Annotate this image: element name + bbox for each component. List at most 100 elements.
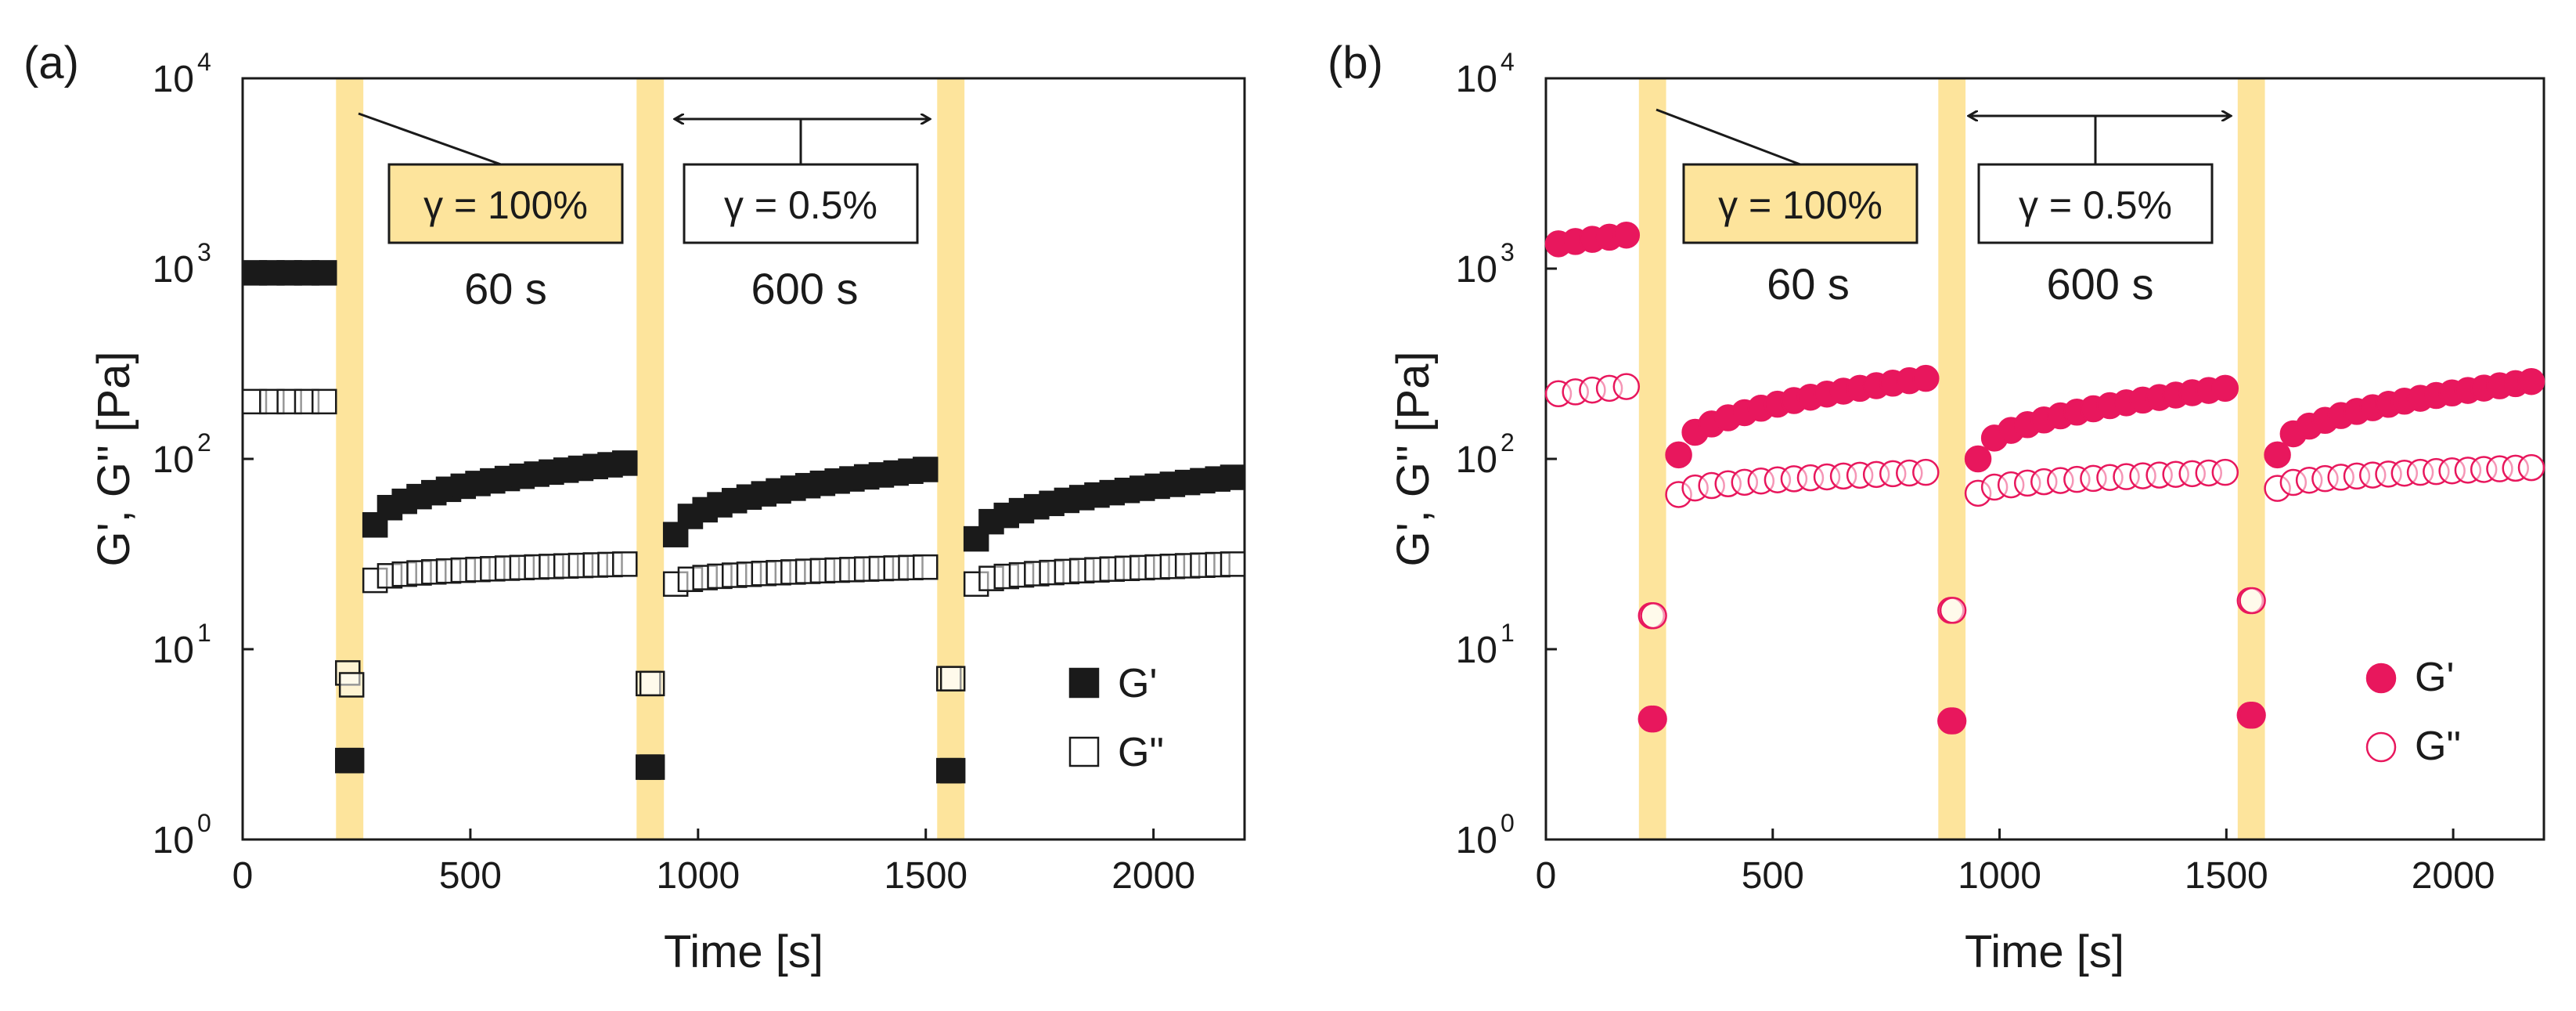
y-tick-exponent: 4 (197, 48, 211, 76)
annotation-box-low-strain (683, 163, 919, 244)
x-axis-label: Time [s] (664, 926, 823, 977)
data-point-g-prime (1220, 464, 1246, 490)
data-point-g-prime (1939, 707, 1967, 735)
annotation-low-strain: γ = 0.5% (2019, 183, 2172, 227)
panel-label: (a) (23, 38, 79, 88)
y-tick-exponent: 3 (1501, 238, 1515, 266)
data-point-g-prime (1612, 221, 1641, 249)
legend: G' G" (1068, 661, 1164, 775)
x-tick-label: 0 (232, 855, 254, 897)
data-points (241, 260, 1246, 784)
y-tick-exponent: 0 (1501, 809, 1515, 837)
data-point-g-prime (338, 747, 365, 774)
data-point-g-prime (963, 525, 989, 552)
x-axis-label: Time [s] (1965, 926, 2124, 977)
highlight-band (336, 78, 364, 839)
y-tick-label: 10 (1456, 439, 1497, 481)
data-point-g-double-prime (1939, 597, 1967, 624)
data-point-g-double-prime (2517, 453, 2545, 482)
data-point-g-double-prime (913, 554, 939, 580)
y-tick-label: 10 (1456, 820, 1497, 861)
data-point-g-double-prime (1912, 458, 1940, 486)
legend-symbol (1068, 667, 1100, 699)
annotation-low-strain: γ = 0.5% (724, 183, 877, 227)
data-point-g-prime (362, 512, 388, 538)
legend-symbol (2365, 731, 2397, 763)
data-point-g-double-prime (312, 388, 337, 415)
y-tick-label: 10 (153, 439, 194, 481)
highlight-band (937, 78, 965, 839)
annotation-high-duration: 60 s (464, 264, 547, 313)
annotation-low-duration: 600 s (751, 264, 859, 313)
data-point-g-prime (312, 260, 337, 286)
x-tick-label: 500 (439, 855, 502, 897)
y-axis-label: G', G'' [Pa] (88, 352, 139, 567)
data-point-g-prime (1912, 364, 1940, 392)
annotation-low-duration: 600 s (2047, 259, 2154, 309)
y-tick-label: 10 (1456, 249, 1497, 291)
legend-label-g-prime: G' (1118, 661, 1157, 706)
annotation-box-low-strain (1977, 163, 2214, 244)
legend-symbol (1068, 736, 1100, 767)
x-tick-label: 1500 (2185, 855, 2268, 897)
data-point-g-double-prime (2239, 587, 2266, 615)
y-tick-label: 10 (1456, 630, 1497, 671)
data-point-g-prime (2264, 441, 2291, 469)
y-tick-exponent: 2 (197, 428, 211, 457)
data-point-g-prime (376, 494, 403, 521)
data-point-g-prime (612, 450, 638, 476)
data-point-g-prime (1665, 441, 1692, 469)
annotation-box-high-strain (387, 163, 624, 244)
data-point-g-double-prime (1220, 551, 1246, 577)
data-points (1544, 221, 2545, 735)
y-tick-exponent: 2 (1501, 428, 1515, 457)
data-point-g-prime (2211, 374, 2239, 403)
legend-marker-g-double-prime (1068, 736, 1100, 767)
data-point-g-prime (1640, 705, 1667, 733)
y-axis-label: G', G'' [Pa] (1388, 352, 1439, 567)
legend-marker-g-prime (1068, 667, 1100, 699)
y-tick-exponent: 3 (197, 238, 211, 266)
y-tick-exponent: 0 (197, 809, 211, 837)
y-tick-label: 10 (153, 249, 194, 291)
annotation-leader-line (1655, 108, 1801, 166)
data-point-g-double-prime (1640, 601, 1667, 630)
data-point-g-double-prime (1612, 373, 1641, 400)
legend-label-g-double-prime: G" (1118, 730, 1164, 775)
data-point-g-double-prime (639, 670, 665, 697)
data-point-g-prime (2239, 702, 2266, 729)
data-point-g-prime (1964, 445, 1992, 473)
y-tick-exponent: 4 (1501, 48, 1515, 76)
data-point-g-prime (662, 522, 689, 547)
legend-label-g-prime: G' (2415, 655, 2454, 700)
x-tick-label: 1000 (656, 855, 740, 897)
data-point-g-prime (2517, 367, 2545, 395)
legend-symbol (2365, 663, 2397, 694)
data-point-g-prime (639, 754, 665, 780)
y-tick-label: 10 (153, 59, 194, 100)
x-tick-label: 0 (1536, 855, 1557, 897)
legend-marker-g-prime (2365, 663, 2397, 694)
y-tick-label: 10 (1456, 59, 1497, 100)
annotation-high-strain: γ = 100% (1718, 183, 1882, 227)
annotation-leader-line (358, 112, 502, 166)
y-tick-label: 10 (153, 820, 194, 861)
data-point-g-double-prime (612, 551, 638, 577)
data-point-g-prime (913, 457, 939, 482)
data-point-g-prime (939, 757, 966, 784)
y-tick-exponent: 1 (197, 619, 211, 647)
annotation-box-high-strain (1682, 163, 1918, 244)
annotation-high-duration: 60 s (1767, 259, 1850, 309)
x-tick-label: 1500 (884, 855, 967, 897)
legend-marker-g-double-prime (2365, 731, 2397, 763)
x-tick-label: 2000 (2412, 855, 2495, 897)
legend-label-g-double-prime: G" (2415, 724, 2461, 769)
highlight-band (636, 78, 665, 839)
data-point-g-double-prime (338, 672, 365, 698)
x-tick-label: 2000 (1111, 855, 1195, 897)
panel-label: (b) (1328, 38, 1383, 88)
